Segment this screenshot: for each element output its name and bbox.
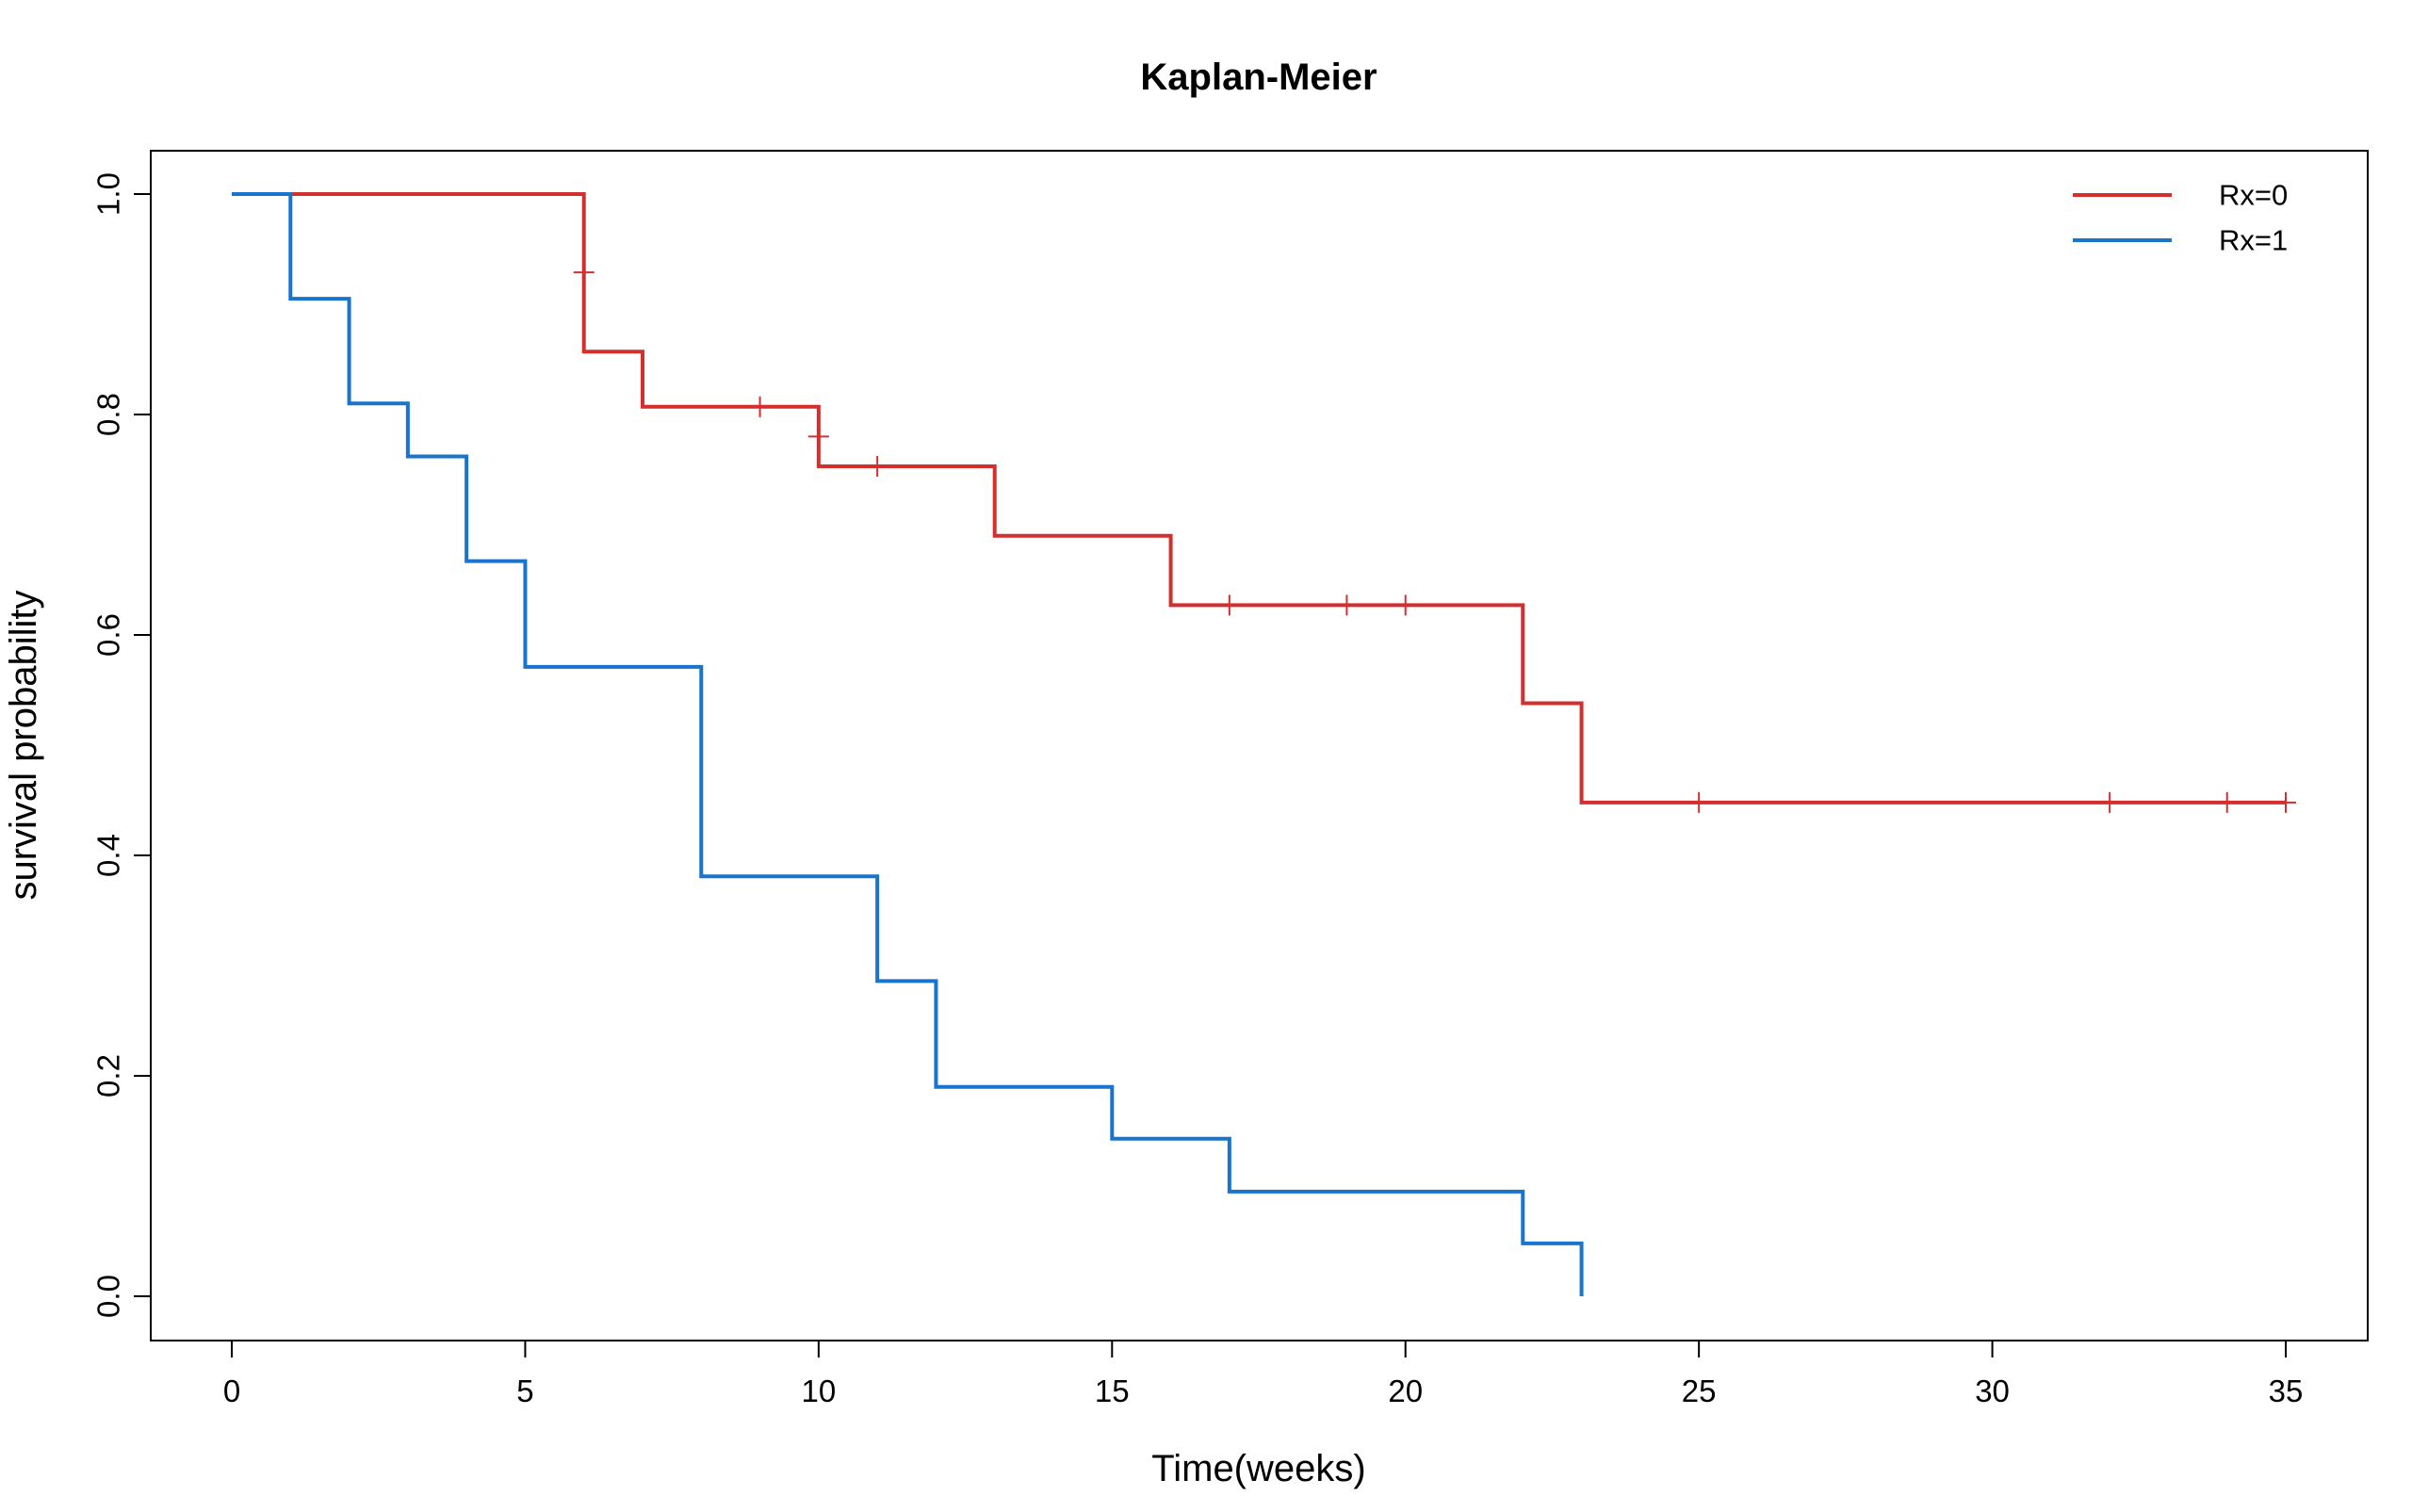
y-axis-title: survival probability — [3, 590, 44, 900]
survival-curve — [232, 192, 2286, 805]
y-tick-label: 1.0 — [91, 172, 126, 216]
plot-frame — [150, 150, 2369, 1341]
y-tick-label: 0.8 — [91, 393, 126, 436]
legend-item: Rx=0 — [2073, 179, 2288, 212]
x-tick-label: 10 — [801, 1374, 836, 1408]
x-axis: 0 5 10 15 20 25 30 35 — [223, 1340, 2304, 1408]
censor-mark — [1688, 791, 1710, 813]
x-tick-label: 15 — [1095, 1374, 1130, 1408]
x-tick-label: 5 — [516, 1374, 533, 1408]
censor-mark — [2099, 791, 2121, 813]
censor-mark — [573, 262, 595, 284]
x-tick-label: 0 — [223, 1374, 240, 1408]
censor-mark — [2216, 791, 2238, 813]
y-tick-label: 0.0 — [91, 1275, 126, 1318]
censor-mark — [1218, 594, 1240, 616]
y-tick-label: 0.2 — [91, 1054, 126, 1097]
chart-title: Kaplan-Meier — [1140, 57, 1377, 98]
x-tick-label: 20 — [1388, 1374, 1423, 1408]
series-layer — [232, 192, 2296, 1296]
legend-label: Rx=1 — [2219, 224, 2288, 257]
series-1 — [232, 192, 1584, 1296]
x-tick-label: 35 — [2269, 1374, 2304, 1408]
x-tick-label: 30 — [1975, 1374, 2010, 1408]
censor-mark — [807, 426, 829, 447]
legend: Rx=0 Rx=1 — [2073, 179, 2288, 257]
survival-curve — [232, 192, 1584, 1296]
y-axis: 0.0 0.2 0.4 0.6 0.8 1.0 — [91, 172, 152, 1318]
y-tick-label: 0.6 — [91, 613, 126, 657]
censor-mark — [867, 455, 888, 477]
censor-mark — [2275, 791, 2296, 813]
censor-mark — [749, 396, 771, 417]
censor-mark — [1336, 594, 1358, 616]
x-tick-label: 25 — [1682, 1374, 1717, 1408]
legend-label: Rx=0 — [2219, 179, 2288, 212]
legend-item: Rx=1 — [2073, 224, 2288, 257]
series-0 — [232, 192, 2296, 813]
x-axis-title: Time(weeks) — [1151, 1448, 1365, 1489]
y-tick-label: 0.4 — [91, 834, 126, 877]
censor-mark — [1394, 594, 1416, 616]
